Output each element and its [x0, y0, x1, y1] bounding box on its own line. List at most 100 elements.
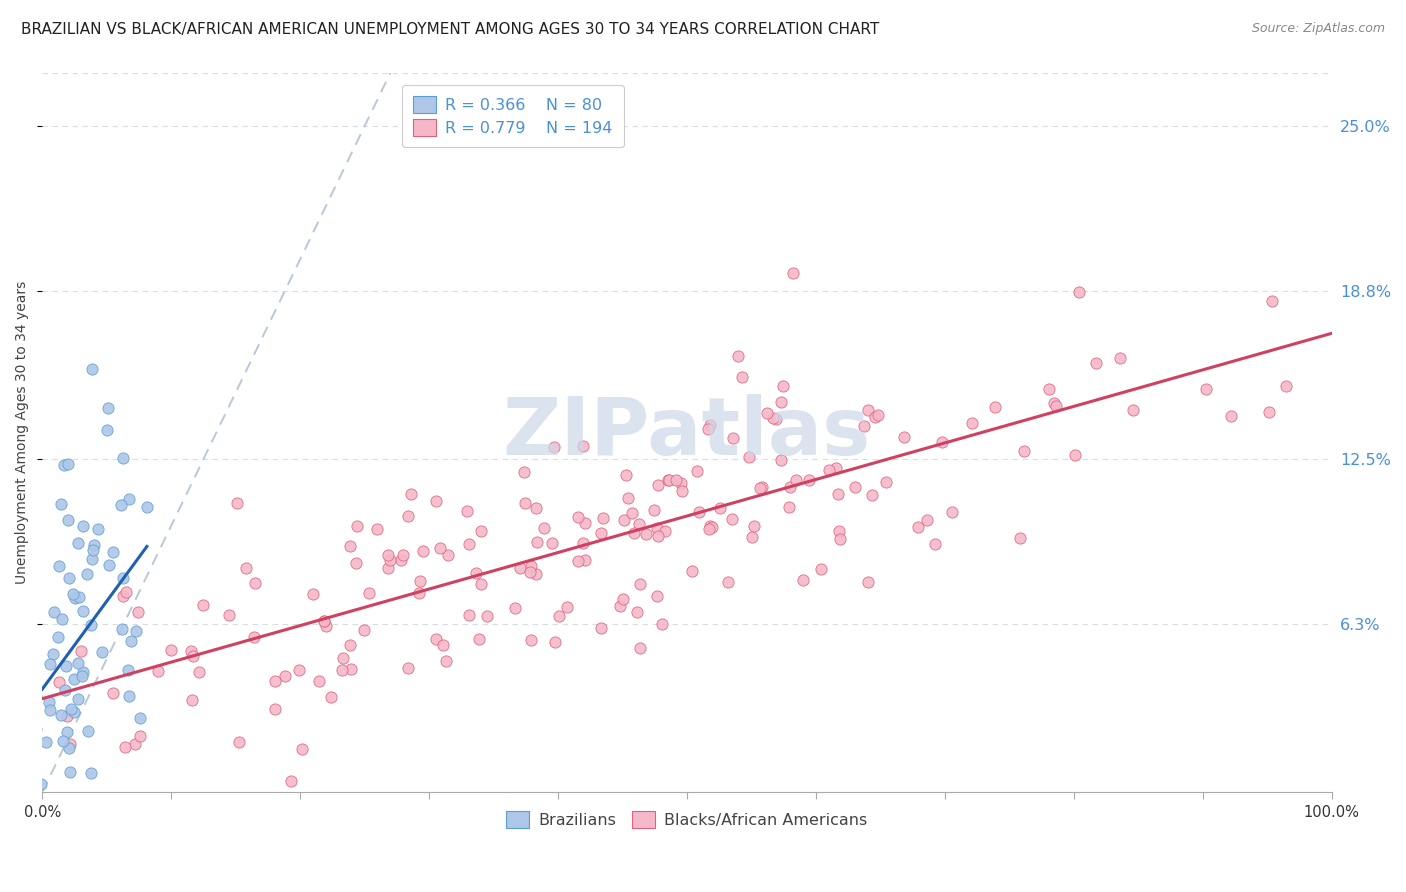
Point	[72, 604, 94, 618]
Point	[160, 642, 183, 657]
Point	[103, 686, 125, 700]
Point	[8, 722, 31, 736]
Point	[51, 612, 73, 626]
Point	[58, 741, 80, 756]
Point	[785, 473, 807, 487]
Point	[960, 416, 983, 430]
Point	[616, 491, 638, 505]
Point	[408, 586, 430, 600]
Point	[38, 695, 60, 709]
Point	[792, 573, 814, 587]
Point	[519, 565, 541, 579]
Point	[25, 862, 48, 876]
Point	[146, 665, 169, 679]
Point	[1109, 351, 1132, 366]
Point	[524, 566, 547, 581]
Point	[647, 589, 669, 603]
Point	[434, 654, 457, 668]
Point	[56, 457, 79, 471]
Point	[58, 571, 80, 585]
Point	[567, 553, 589, 567]
Point	[751, 481, 773, 495]
Point	[117, 663, 139, 677]
Point	[111, 450, 134, 465]
Point	[63, 672, 86, 686]
Point	[589, 621, 612, 635]
Point	[613, 513, 636, 527]
Point	[627, 517, 650, 532]
Point	[634, 527, 657, 541]
Point	[779, 480, 801, 494]
Point	[513, 496, 536, 510]
Point	[470, 524, 492, 539]
Point	[83, 538, 105, 552]
Point	[699, 518, 721, 533]
Point	[228, 735, 250, 749]
Point	[533, 521, 555, 535]
Point	[96, 424, 118, 438]
Point	[69, 644, 91, 658]
Point	[782, 266, 804, 280]
Point	[429, 541, 451, 556]
Point	[772, 379, 794, 393]
Point	[543, 440, 565, 454]
Point	[263, 674, 285, 689]
Point	[765, 412, 787, 426]
Point	[984, 400, 1007, 414]
Point	[457, 537, 479, 551]
Point	[702, 520, 724, 534]
Point	[544, 634, 567, 648]
Point	[330, 663, 353, 677]
Point	[90, 645, 112, 659]
Point	[135, 500, 157, 514]
Point	[567, 509, 589, 524]
Point	[60, 702, 83, 716]
Point	[114, 585, 136, 599]
Point	[572, 439, 595, 453]
Point	[824, 461, 846, 475]
Point	[25, 722, 48, 736]
Point	[1084, 356, 1107, 370]
Point	[72, 519, 94, 533]
Point	[697, 422, 720, 436]
Point	[853, 418, 876, 433]
Point	[749, 481, 772, 495]
Point	[48, 559, 70, 574]
Point	[124, 737, 146, 751]
Point	[72, 665, 94, 679]
Point	[697, 522, 720, 536]
Point	[860, 488, 883, 502]
Point	[1219, 409, 1241, 423]
Point	[731, 369, 754, 384]
Point	[458, 607, 481, 622]
Point	[941, 506, 963, 520]
Point	[721, 512, 744, 526]
Point	[1042, 396, 1064, 410]
Point	[665, 473, 688, 487]
Point	[818, 463, 841, 477]
Point	[183, 649, 205, 664]
Point	[1275, 378, 1298, 392]
Point	[49, 708, 72, 723]
Point	[51, 794, 73, 808]
Point	[520, 632, 543, 647]
Point	[524, 500, 547, 515]
Point	[541, 536, 564, 550]
Point	[931, 434, 953, 449]
Point	[377, 548, 399, 562]
Point	[409, 574, 432, 588]
Point	[82, 362, 104, 376]
Point	[111, 571, 134, 585]
Point	[377, 561, 399, 575]
Point	[396, 509, 419, 524]
Point	[48, 674, 70, 689]
Point	[80, 552, 103, 566]
Point	[432, 638, 454, 652]
Point	[235, 561, 257, 575]
Point	[188, 665, 211, 679]
Point	[592, 511, 614, 525]
Point	[53, 856, 76, 871]
Point	[470, 576, 492, 591]
Point	[302, 587, 325, 601]
Point	[67, 591, 90, 605]
